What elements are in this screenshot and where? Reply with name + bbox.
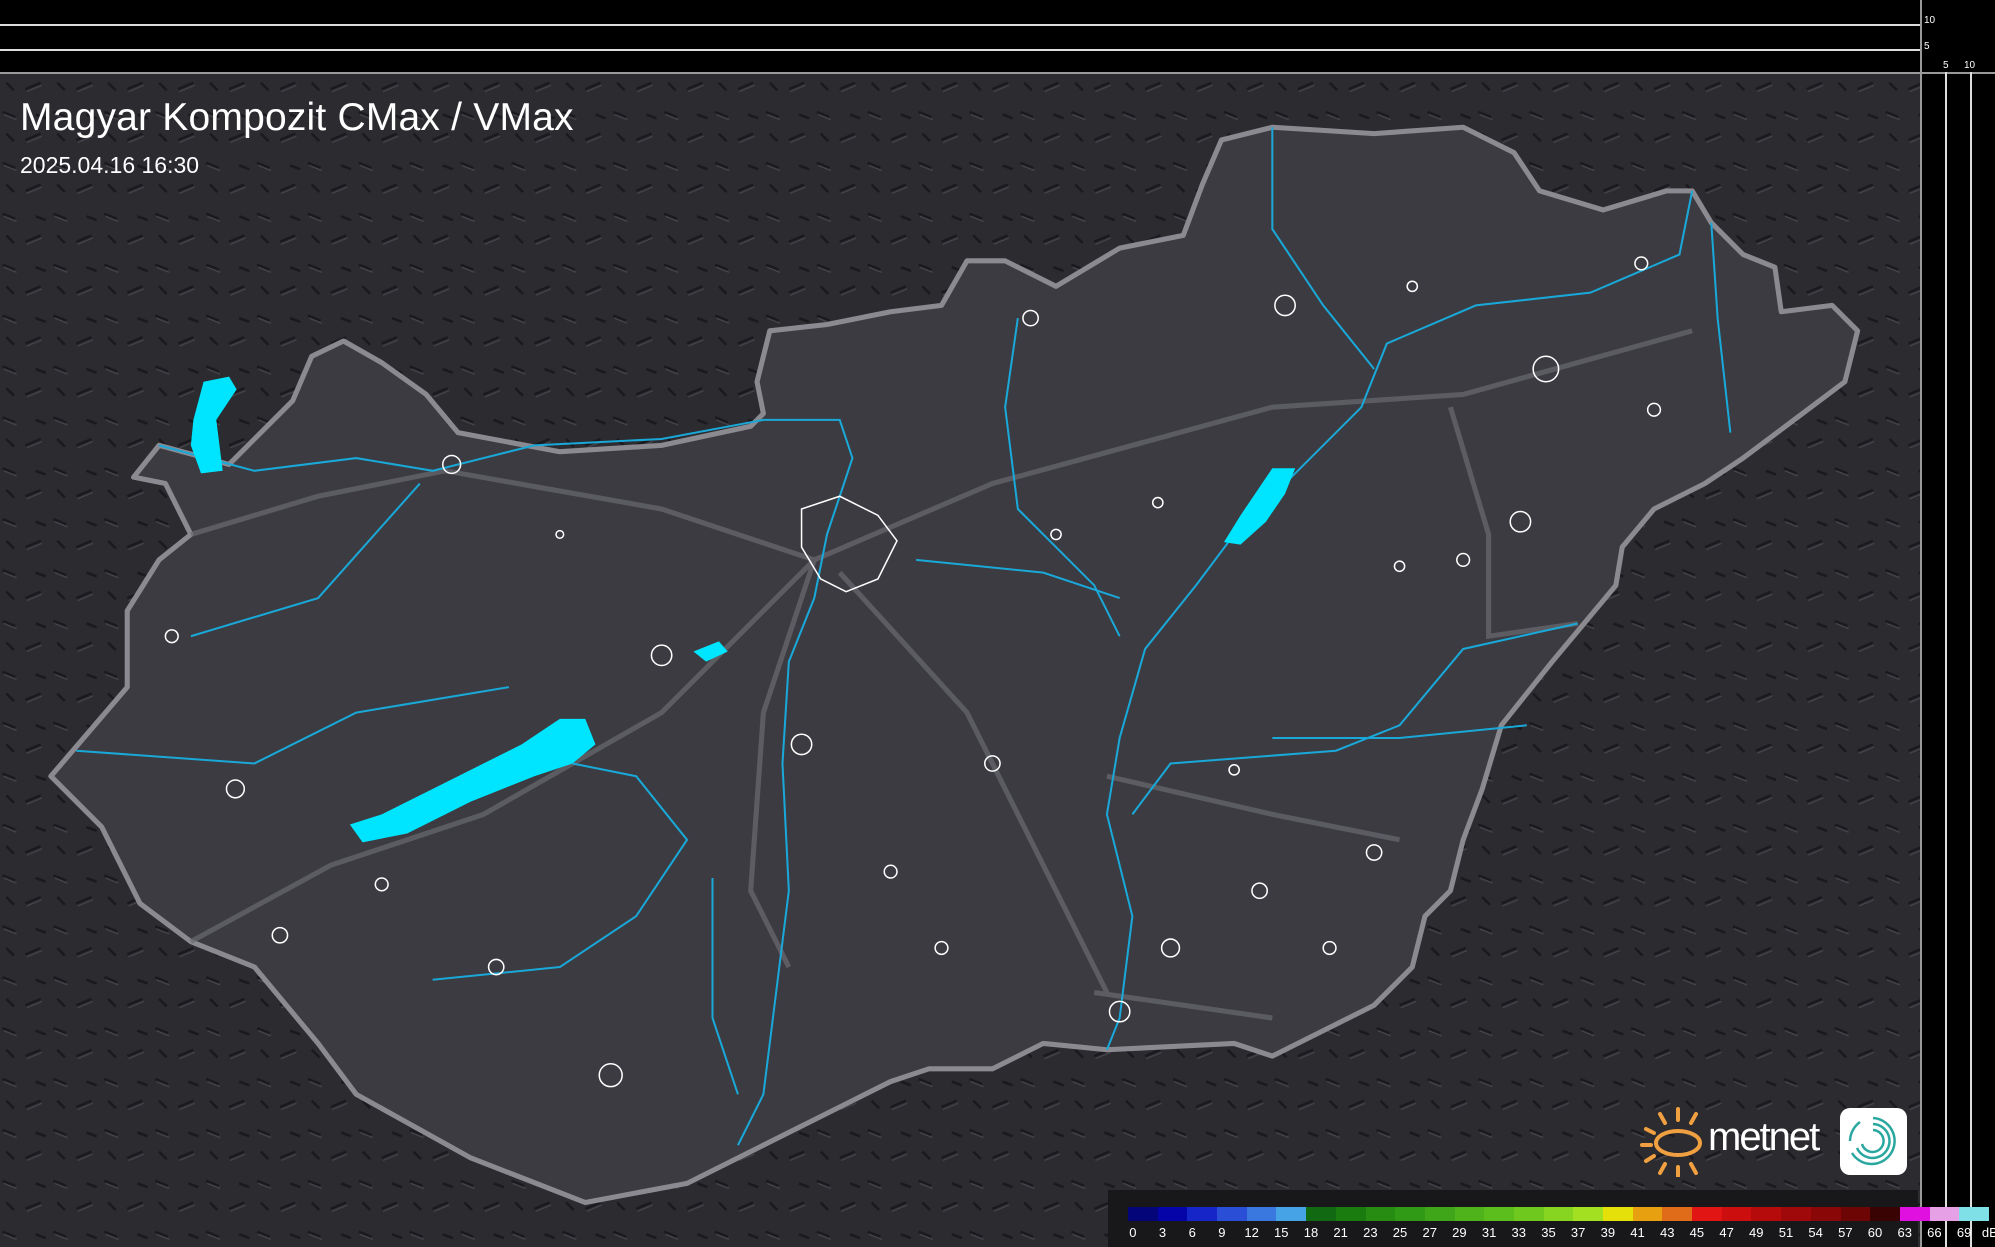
legend-color-swatch [1721, 1207, 1752, 1221]
legend-color-swatch [1513, 1207, 1544, 1221]
legend-color-swatch [1840, 1207, 1871, 1221]
legend-color-swatch [1365, 1207, 1396, 1221]
legend-tick-label: 35 [1541, 1225, 1556, 1240]
legend-color-swatch [1484, 1207, 1514, 1221]
legend-color-swatch [1603, 1207, 1633, 1221]
right-scale-strip [1920, 0, 1995, 1247]
legend-color-swatch [1454, 1207, 1485, 1221]
legend-color-swatch [1899, 1207, 1930, 1221]
legend-tick-label: 47 [1719, 1225, 1734, 1240]
legend-color-swatch [1810, 1207, 1841, 1221]
legend-tick-label: 29 [1452, 1225, 1467, 1240]
legend-tick-label: 0 [1129, 1225, 1137, 1240]
lake-ferto [190, 376, 237, 474]
legend-color-swatch [1781, 1207, 1811, 1221]
legend-tick-label: 25 [1392, 1225, 1408, 1240]
legend-tick-label: 43 [1659, 1225, 1675, 1240]
legend-color-swatch [1692, 1207, 1722, 1221]
axis-label-h10: 10 [1964, 60, 1976, 71]
legend-color-swatch [1395, 1207, 1425, 1221]
legend-tick-label: 66 [1927, 1225, 1942, 1240]
sun-icon [1640, 1107, 1702, 1177]
axis-label-h5: 5 [1943, 60, 1949, 71]
scale-line-vertical [1920, 0, 1922, 1247]
legend-color-swatch [1246, 1207, 1277, 1221]
legend-tick-label: 6 [1188, 1225, 1196, 1240]
legend-tick-label: 31 [1481, 1225, 1497, 1240]
legend-tick-label: 60 [1867, 1225, 1883, 1240]
axis-label-v10: 10 [1924, 15, 1936, 26]
legend-color-swatch [1306, 1207, 1336, 1221]
scale-line-x10 [1970, 72, 1972, 1247]
app-swirl-icon [1840, 1108, 1907, 1175]
legend-tick-label: 57 [1838, 1225, 1853, 1240]
legend-tick-label: 15 [1274, 1225, 1289, 1240]
lake-balaton [349, 718, 596, 843]
dbz-color-legend: 0 3 6 9 12 15 18 21 23 25 27 29 31 33 35 37 39 41 43 45 47 49… [1108, 1190, 1995, 1247]
legend-tick-label: 54 [1808, 1225, 1823, 1240]
legend-color-swatch [1335, 1207, 1366, 1221]
metnet-logo[interactable]: metnet [1638, 1105, 1910, 1177]
legend-tick-label: 51 [1778, 1225, 1794, 1240]
scale-line-x5 [1945, 72, 1947, 1247]
top-scale-strip [0, 0, 1920, 73]
legend-color-swatch [1157, 1207, 1188, 1221]
legend-tick-label: 9 [1218, 1225, 1226, 1240]
legend-tick-label: 3 [1158, 1225, 1167, 1240]
roads [189, 328, 1693, 1021]
legend-tick-label: 37 [1570, 1225, 1586, 1240]
logo-text: metnet [1708, 1115, 1820, 1159]
legend-color-swatch [1751, 1207, 1782, 1221]
legend-color-swatch [1128, 1207, 1158, 1221]
legend-tick-label: 21 [1333, 1225, 1348, 1240]
city-budapest [800, 495, 898, 593]
legend-color-swatch [1217, 1207, 1247, 1221]
legend-color-swatch [1543, 1207, 1574, 1221]
scale-line-10 [0, 24, 1920, 26]
map-datetime: 2025.04.16 16:30 [20, 152, 200, 178]
lake-tisza [1223, 468, 1296, 545]
legend-tick-label: 41 [1630, 1225, 1645, 1240]
legend-color-swatch [1276, 1207, 1307, 1221]
legend-color-swatch [1870, 1207, 1900, 1221]
legend-unit: dBZ [1981, 1225, 1995, 1240]
map-title: Magyar Kompozit CMax / VMax [20, 96, 574, 139]
legend-tick-label: 49 [1749, 1225, 1764, 1240]
legend-tick-label: 33 [1511, 1225, 1527, 1240]
lake-velence [693, 641, 728, 662]
legend-color-swatch [1959, 1207, 1989, 1221]
scale-line-base [0, 72, 1995, 74]
legend-tick-label: 12 [1244, 1225, 1259, 1240]
legend-tick-label: 45 [1689, 1225, 1705, 1240]
legend-tick-label: 63 [1897, 1225, 1912, 1240]
legend-tick-label: 69 [1956, 1225, 1972, 1240]
legend-tick-label: 27 [1422, 1225, 1437, 1240]
legend-color-swatch [1424, 1207, 1455, 1221]
legend-color-swatch [1573, 1207, 1603, 1221]
scale-line-5 [0, 49, 1920, 51]
legend-color-swatch [1187, 1207, 1218, 1221]
lakes [190, 376, 1296, 843]
legend-color-swatch [1929, 1207, 1960, 1221]
axis-label-v5: 5 [1924, 41, 1930, 52]
legend-tick-label: 23 [1363, 1225, 1378, 1240]
legend-color-swatch [1632, 1207, 1663, 1221]
legend-color-swatch [1662, 1207, 1693, 1221]
legend-tick-label: 39 [1600, 1225, 1616, 1240]
legend-tick-label: 18 [1303, 1225, 1319, 1240]
city-outlines [164, 256, 1662, 1088]
